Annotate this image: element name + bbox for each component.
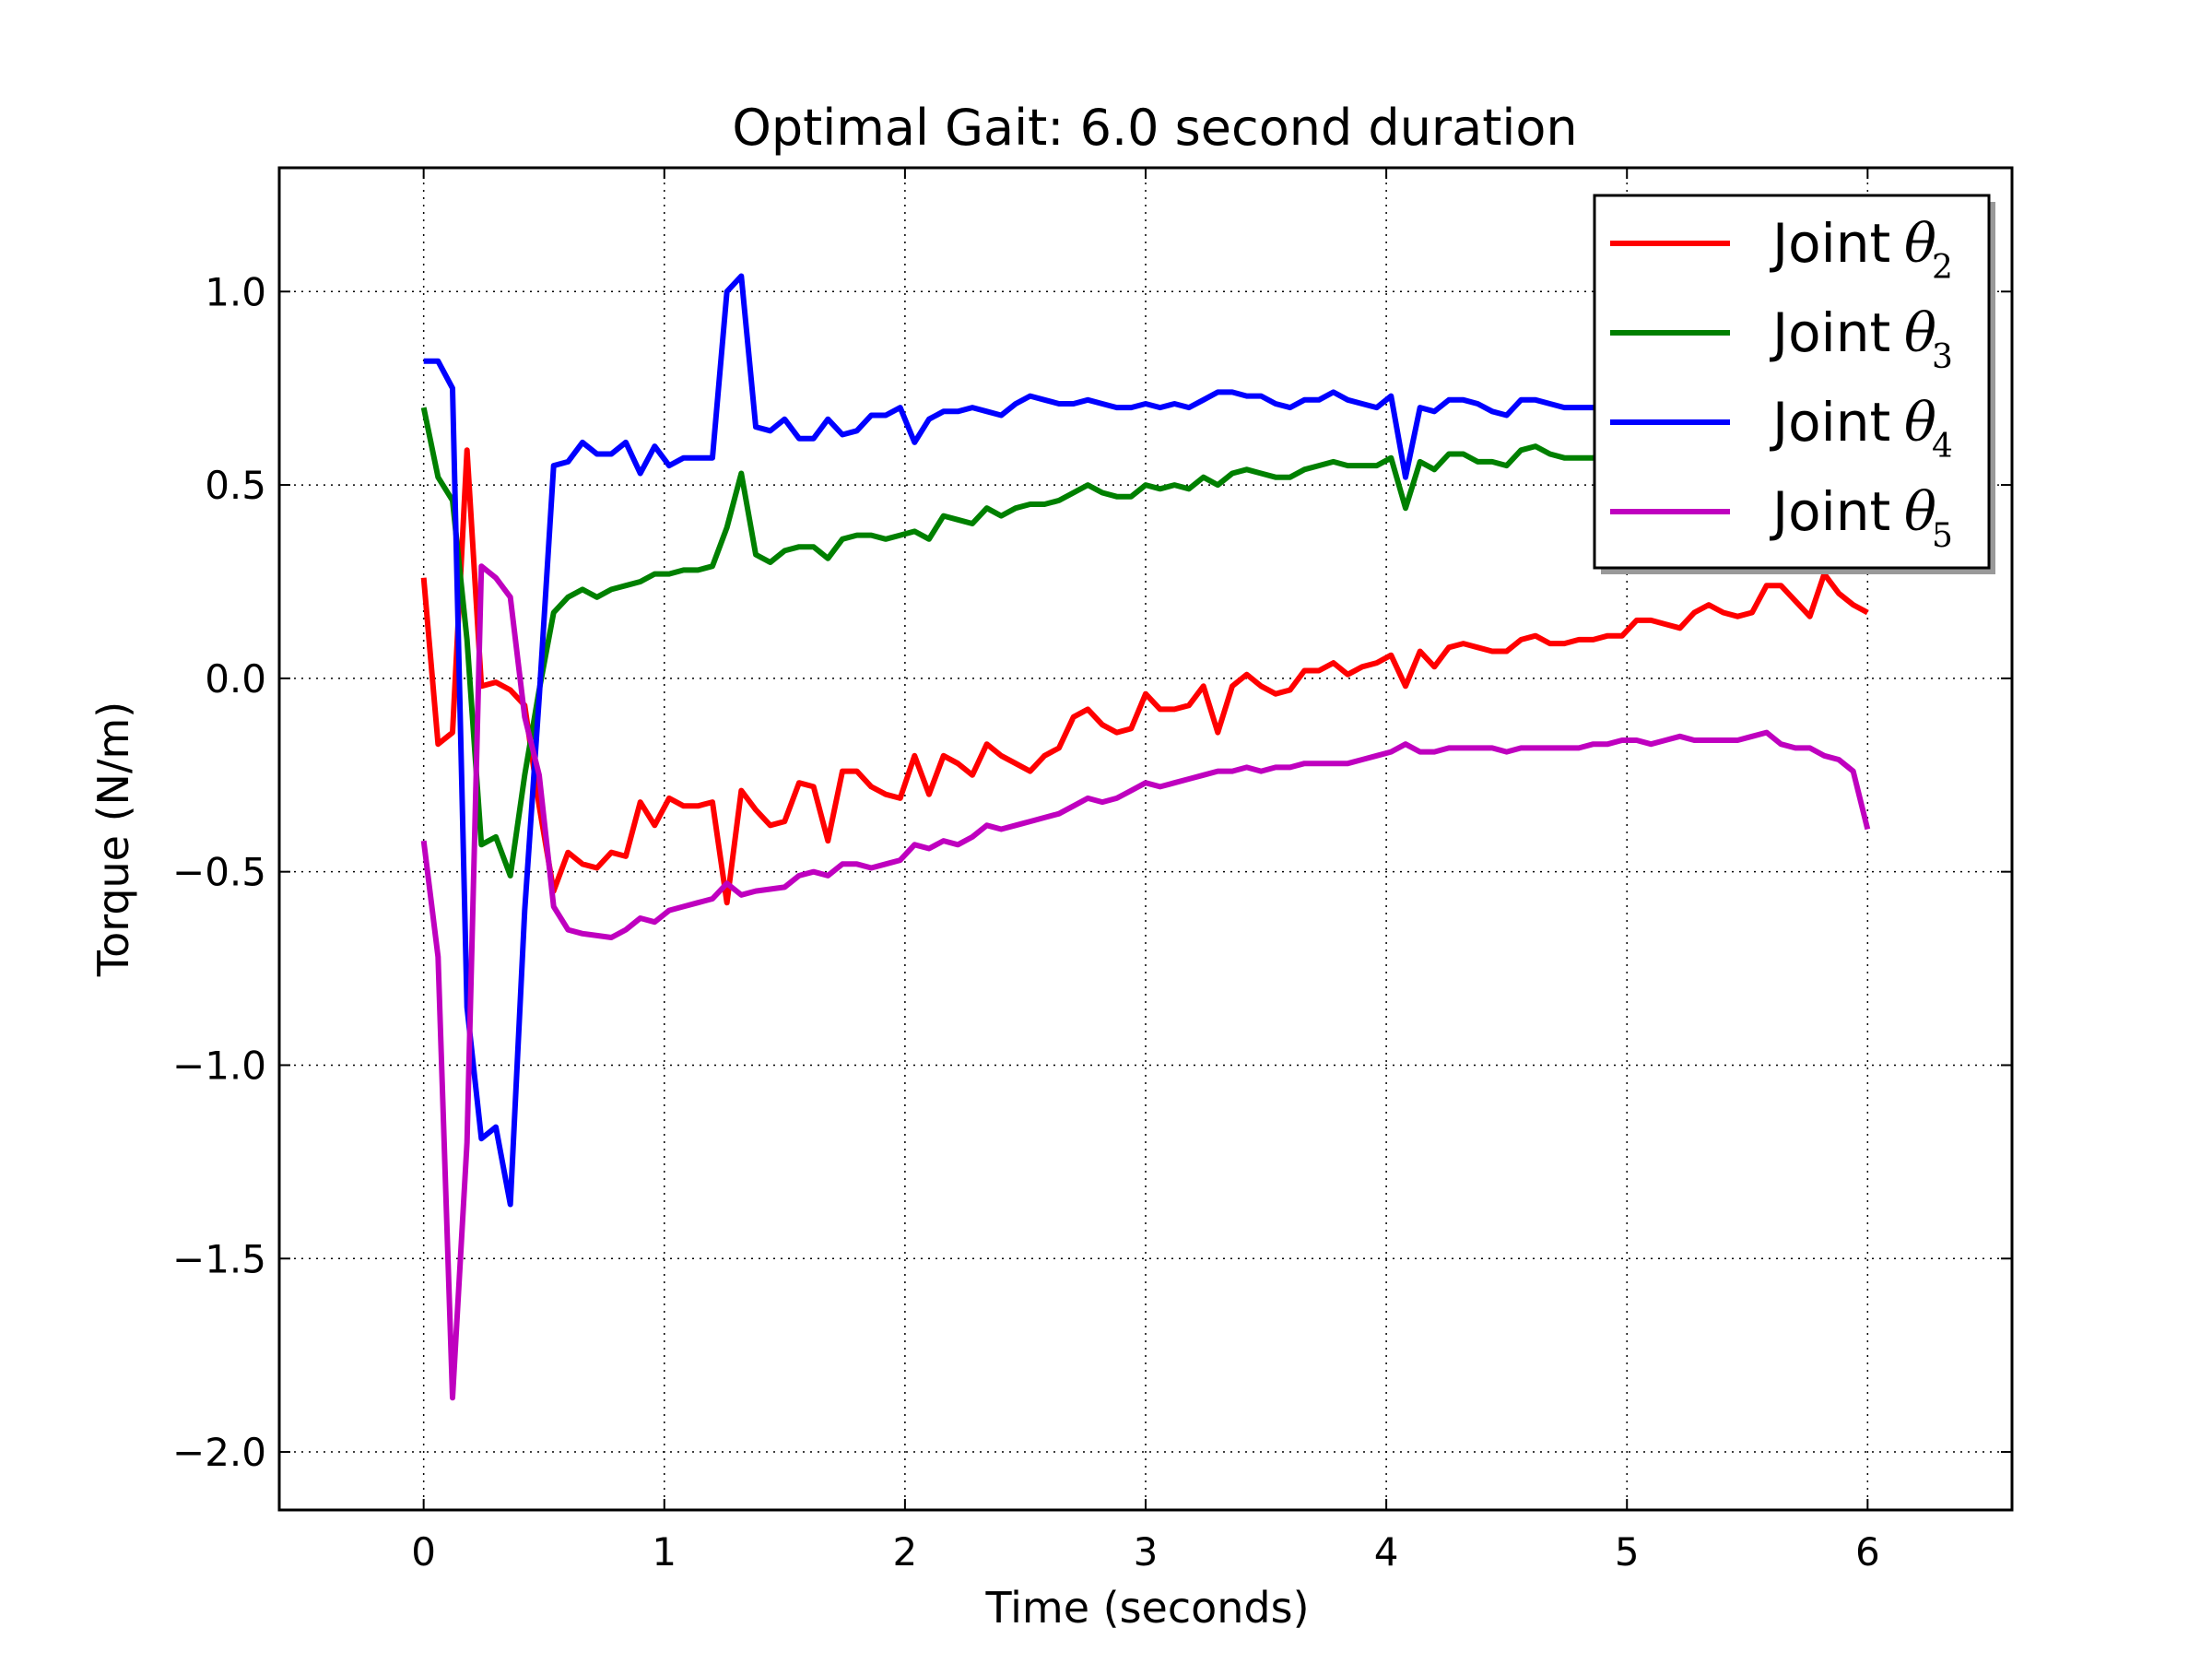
x-tick-label: 4 — [1374, 1529, 1399, 1575]
legend-subscript: 4 — [1932, 428, 1953, 466]
legend-entry: Joint θ5 — [1610, 480, 1953, 555]
legend-theta-symbol: θ — [1904, 301, 1936, 364]
x-tick-label: 5 — [1615, 1529, 1640, 1575]
series-line-4 — [420, 563, 1871, 1401]
x-tick-label: 0 — [411, 1529, 436, 1575]
series-line-2 — [420, 407, 1609, 879]
x-tick-label: 2 — [893, 1529, 918, 1575]
x-tick-label: 3 — [1134, 1529, 1159, 1575]
y-tick-label: 1.0 — [205, 269, 266, 314]
legend-entry: Joint θ4 — [1610, 391, 1953, 466]
axis-ticks: 0 1 2 3 4 5 6 1.0 0.5 0.0 −0.5 −1.0 −1.5 −2.0 — [172, 168, 2012, 1575]
legend-theta-symbol: θ — [1904, 391, 1936, 454]
chart-title: Optimal Gait: 6.0 second duration — [732, 99, 1577, 157]
legend-theta-symbol: θ — [1904, 212, 1936, 275]
legend-entry: Joint θ2 — [1610, 212, 1953, 287]
series-layer — [420, 273, 1871, 1401]
x-tick-label: 6 — [1855, 1529, 1880, 1575]
legend-subscript: 5 — [1932, 517, 1953, 555]
legend-box — [1593, 194, 1991, 570]
legend-label: Joint — [1770, 480, 1890, 543]
x-axis-label: Time (seconds) — [984, 1583, 1309, 1633]
series-line-3 — [423, 273, 1609, 1208]
y-tick-label: 0.5 — [205, 463, 266, 508]
y-tick-label: 0.0 — [205, 656, 266, 702]
y-tick-label: −1.0 — [172, 1043, 266, 1088]
legend-subscript: 2 — [1932, 249, 1953, 287]
series-line-1 — [420, 447, 1869, 906]
legend-label: Joint — [1770, 301, 1890, 364]
x-tick-label: 1 — [652, 1529, 677, 1575]
legend-label: Joint — [1770, 212, 1890, 275]
y-tick-label: −2.0 — [172, 1430, 266, 1475]
legend-label: Joint — [1770, 391, 1890, 454]
legend-entry: Joint θ3 — [1610, 301, 1953, 376]
legend-theta-symbol: θ — [1904, 480, 1936, 543]
y-tick-label: −0.5 — [172, 850, 266, 895]
y-axis-label: Torque (N/m) — [88, 702, 138, 977]
legend-subscript: 3 — [1932, 338, 1953, 376]
grid — [279, 168, 2012, 1510]
y-tick-label: −1.5 — [172, 1236, 266, 1281]
